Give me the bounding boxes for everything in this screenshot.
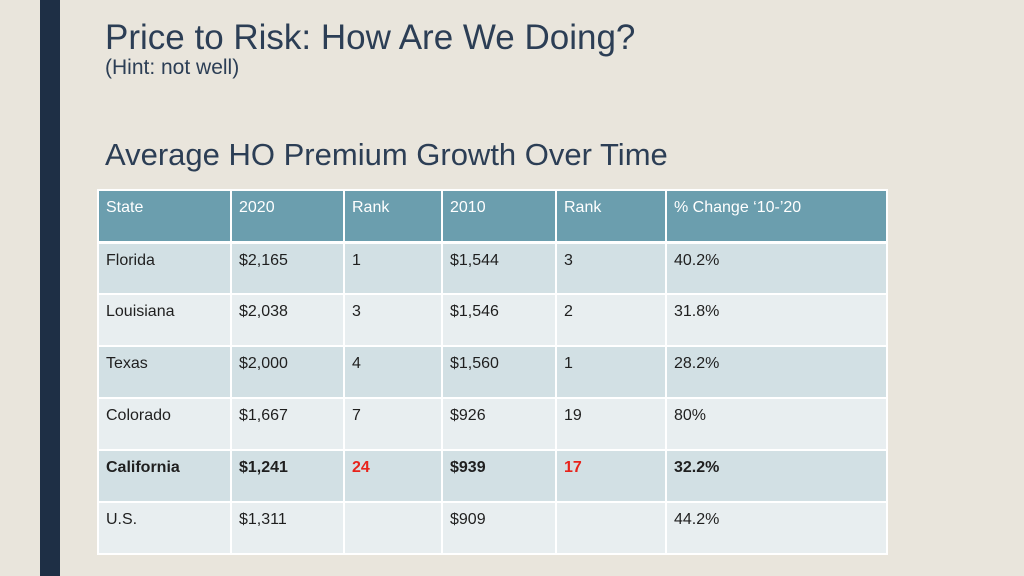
header-2020: 2020	[230, 189, 345, 244]
cell-state: U.S.	[97, 501, 232, 555]
table-row: Colorado $1,667 7 $926 19 80%	[97, 397, 888, 451]
cell-rank-2020: 1	[343, 241, 443, 295]
cell-2010: $909	[441, 501, 557, 555]
premium-table: State 2020 Rank 2010 Rank % Change ‘10-’…	[97, 189, 888, 555]
header-rank-2010: Rank	[555, 189, 667, 244]
cell-state: Colorado	[97, 397, 232, 451]
cell-rank-2010	[555, 501, 667, 555]
cell-2020: $2,165	[230, 241, 345, 295]
cell-change: 28.2%	[665, 345, 888, 399]
header-state: State	[97, 189, 232, 244]
cell-rank-2020: 7	[343, 397, 443, 451]
slide-subtitle: (Hint: not well)	[105, 56, 240, 79]
side-accent-bar	[40, 0, 60, 576]
header-2010: 2010	[441, 189, 557, 244]
cell-change: 44.2%	[665, 501, 888, 555]
cell-2010: $1,544	[441, 241, 557, 295]
cell-rank-2020: 4	[343, 345, 443, 399]
cell-state: Louisiana	[97, 293, 232, 347]
cell-state: Florida	[97, 241, 232, 295]
cell-change: 80%	[665, 397, 888, 451]
cell-2020: $2,000	[230, 345, 345, 399]
table-row: Texas $2,000 4 $1,560 1 28.2%	[97, 345, 888, 399]
cell-2020: $1,241	[230, 449, 345, 503]
table-row-highlighted: California $1,241 24 $939 17 32.2%	[97, 449, 888, 503]
cell-2020: $1,667	[230, 397, 345, 451]
cell-2010: $1,546	[441, 293, 557, 347]
cell-rank-2020: 24	[343, 449, 443, 503]
table-header-row: State 2020 Rank 2010 Rank % Change ‘10-’…	[97, 189, 888, 244]
cell-change: 40.2%	[665, 241, 888, 295]
cell-2010: $926	[441, 397, 557, 451]
cell-state: Texas	[97, 345, 232, 399]
cell-rank-2010: 3	[555, 241, 667, 295]
cell-change: 31.8%	[665, 293, 888, 347]
cell-2010: $1,560	[441, 345, 557, 399]
section-heading: Average HO Premium Growth Over Time	[105, 137, 668, 172]
slide-title: Price to Risk: How Are We Doing?	[105, 18, 636, 57]
cell-rank-2020: 3	[343, 293, 443, 347]
cell-rank-2020	[343, 501, 443, 555]
table-row: Florida $2,165 1 $1,544 3 40.2%	[97, 241, 888, 295]
table-row: Louisiana $2,038 3 $1,546 2 31.8%	[97, 293, 888, 347]
header-change: % Change ‘10-’20	[665, 189, 888, 244]
cell-rank-2010: 17	[555, 449, 667, 503]
cell-rank-2010: 19	[555, 397, 667, 451]
cell-rank-2010: 1	[555, 345, 667, 399]
cell-2020: $1,311	[230, 501, 345, 555]
header-rank-2020: Rank	[343, 189, 443, 244]
cell-state: California	[97, 449, 232, 503]
cell-2010: $939	[441, 449, 557, 503]
cell-rank-2010: 2	[555, 293, 667, 347]
table-row: U.S. $1,311 $909 44.2%	[97, 501, 888, 555]
cell-2020: $2,038	[230, 293, 345, 347]
cell-change: 32.2%	[665, 449, 888, 503]
